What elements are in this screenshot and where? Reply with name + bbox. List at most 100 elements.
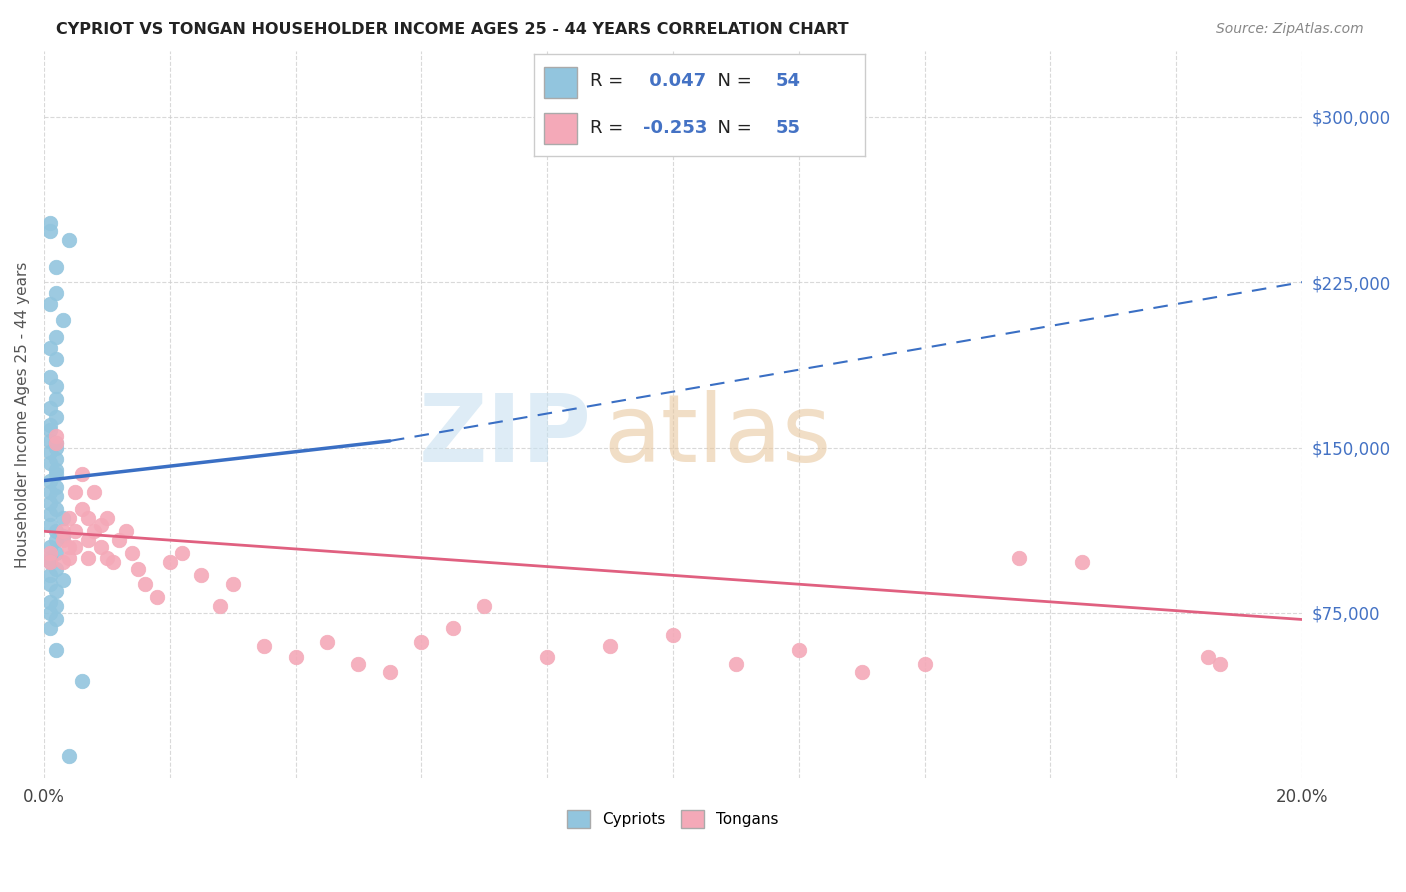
Point (39, 456, 62, 470)
Point (45, 260, 67, 274)
Point (45, 643, 67, 657)
Text: ZIP: ZIP (419, 391, 591, 483)
Point (39, 546, 62, 560)
Text: R =: R = (591, 72, 630, 90)
Point (58, 749, 80, 764)
Point (45, 436, 67, 450)
Point (45, 429, 67, 443)
Point (39, 297, 62, 311)
Point (52, 524, 75, 539)
Text: -0.253: -0.253 (644, 120, 707, 137)
Point (96, 550, 118, 565)
Point (52, 555, 75, 569)
Point (108, 533, 131, 548)
Point (39, 577, 62, 591)
Text: N =: N = (706, 72, 758, 90)
Point (39, 474, 62, 488)
Point (65, 484, 87, 499)
Text: Source: ZipAtlas.com: Source: ZipAtlas.com (1216, 22, 1364, 37)
Point (70, 467, 93, 481)
Point (52, 529, 75, 543)
Y-axis label: Householder Income Ages 25 - 44 years: Householder Income Ages 25 - 44 years (15, 261, 30, 567)
Point (58, 540, 80, 554)
Point (65, 540, 87, 554)
Point (96, 511, 118, 525)
Point (52, 312, 75, 326)
Point (127, 562, 149, 576)
Point (89, 540, 111, 554)
Point (45, 330, 67, 344)
Point (914, 657, 936, 671)
Legend: Cypriots, Tongans: Cypriots, Tongans (560, 802, 786, 836)
Point (146, 591, 169, 605)
Text: 54: 54 (776, 72, 800, 90)
Point (159, 555, 181, 569)
Point (45, 489, 67, 503)
Point (52, 573, 75, 587)
Point (45, 502, 67, 516)
Point (45, 524, 67, 539)
Point (52, 533, 75, 548)
Point (39, 507, 62, 521)
Point (83, 484, 105, 499)
Point (39, 555, 62, 569)
Point (1070, 555, 1092, 569)
Point (45, 599, 67, 614)
Point (284, 650, 307, 665)
Point (39, 418, 62, 433)
Point (1197, 650, 1219, 665)
Point (316, 634, 339, 648)
Point (45, 612, 67, 626)
Point (58, 550, 80, 565)
Point (45, 583, 67, 598)
Text: atlas: atlas (603, 391, 832, 483)
Point (45, 441, 67, 455)
Point (39, 401, 62, 415)
Point (599, 639, 621, 653)
Point (536, 650, 558, 665)
Point (45, 286, 67, 301)
Point (39, 445, 62, 459)
Point (134, 577, 156, 591)
Point (787, 643, 810, 657)
Point (851, 665, 873, 680)
Point (39, 484, 62, 499)
Point (83, 524, 105, 539)
Point (724, 657, 747, 671)
Point (114, 524, 136, 539)
Point (411, 634, 433, 648)
Point (45, 467, 67, 481)
Point (1008, 550, 1031, 565)
Text: N =: N = (706, 120, 758, 137)
Point (45, 409, 67, 424)
Text: CYPRIOT VS TONGAN HOUSEHOLDER INCOME AGES 25 - 44 YEARS CORRELATION CHART: CYPRIOT VS TONGAN HOUSEHOLDER INCOME AGE… (56, 22, 849, 37)
Point (662, 628, 685, 642)
Point (45, 546, 67, 560)
Point (378, 665, 401, 680)
Point (39, 341, 62, 355)
Point (39, 568, 62, 582)
Point (101, 555, 124, 569)
Point (45, 451, 67, 466)
Point (221, 577, 243, 591)
Point (58, 511, 80, 525)
FancyBboxPatch shape (544, 113, 578, 144)
Point (45, 392, 67, 406)
Point (89, 517, 111, 532)
Point (208, 599, 231, 614)
Point (58, 233, 80, 247)
Point (70, 674, 93, 689)
Point (39, 555, 62, 569)
Point (39, 517, 62, 532)
Point (45, 462, 67, 476)
Point (45, 480, 67, 494)
Point (121, 546, 143, 560)
Point (472, 599, 495, 614)
Point (39, 495, 62, 509)
Point (39, 595, 62, 609)
Point (70, 502, 93, 516)
Point (77, 533, 100, 548)
Point (39, 423, 62, 437)
Point (39, 550, 62, 565)
Point (45, 379, 67, 393)
